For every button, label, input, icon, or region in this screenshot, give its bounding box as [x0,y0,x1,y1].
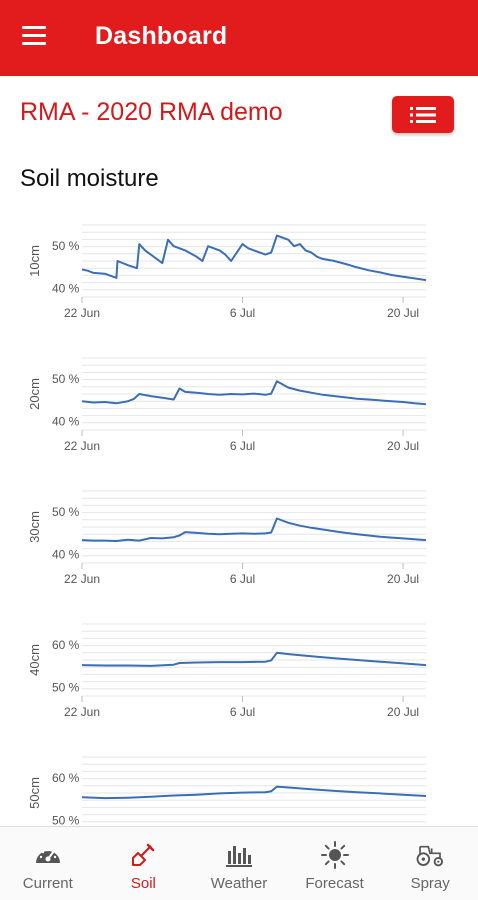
menu-icon[interactable] [22,26,48,48]
tractor-icon [416,845,444,867]
nav-label-weather: Weather [210,875,268,892]
y-tick-label: 50 % [52,505,80,519]
y-tick-label: 50 % [52,239,80,253]
soil-chart-50cm: 60 % 50 % 50cm [27,756,427,826]
site-list-button[interactable] [392,96,454,133]
y-tick-label: 60 % [52,771,80,785]
gauge-icon [35,848,60,863]
soil-moisture-line [81,651,427,667]
nav-forecast[interactable]: Forecast [287,827,383,900]
y-axis-label: 40cm [27,644,42,676]
x-tick-label: 20 Jul [387,439,419,453]
shovel-icon [132,843,155,866]
x-tick-label: 6 Jul [230,439,255,453]
nav-label-current: Current [22,875,73,892]
x-tick-label: 6 Jul [230,705,255,719]
x-tick-label: 22 Jun [64,705,100,719]
x-tick-label: 20 Jul [387,572,419,586]
nav-label-soil: Soil [130,875,156,892]
soil-moisture-line [81,234,427,282]
soil-chart-40cm: 60 % 50 % 40cm 22 Jun 6 Jul 20 Jul [27,623,427,719]
soil-chart-10cm: 50 % 40 % 10cm 22 Jun 6 Jul 20 Jul [27,224,427,320]
bar-chart-icon [225,846,252,867]
soil-moisture-line [81,517,427,542]
soil-chart-30cm: 50 % 40 % 30cm 22 Jun 6 Jul 20 Jul [27,490,427,586]
nav-soil[interactable]: Soil [96,827,192,900]
section-title: Soil moisture [20,165,159,192]
y-axis-label: 10cm [27,245,42,277]
nav-spray[interactable]: Spray [382,827,478,900]
x-tick-label: 22 Jun [64,306,100,320]
soil-moisture-line [81,380,427,406]
x-tick-label: 22 Jun [64,572,100,586]
app-bar: Dashboard [0,0,478,76]
y-axis-label: 50cm [27,777,42,809]
nav-label-forecast: Forecast [305,875,364,892]
site-title: RMA - 2020 RMA demo [20,98,283,126]
nav-current[interactable]: Current [0,827,96,900]
nav-label-spray: Spray [410,875,450,892]
y-axis-label: 20cm [27,378,42,410]
x-tick-label: 6 Jul [230,306,255,320]
soil-moisture-line [81,785,427,800]
x-tick-label: 20 Jul [387,705,419,719]
y-axis-label: 30cm [27,511,42,543]
x-tick-label: 6 Jul [230,572,255,586]
y-tick-label: 40 % [52,548,80,562]
soil-moisture-charts: 50 % 40 % 10cm 22 Jun 6 Jul 20 Jul 50 % 40 % 20c… [0,200,478,826]
bottom-nav: Current Soil Weather [0,826,478,900]
y-tick-label: 60 % [52,638,80,652]
y-tick-label: 40 % [52,415,80,429]
y-tick-label: 50 % [52,372,80,386]
x-tick-label: 20 Jul [387,306,419,320]
x-tick-label: 22 Jun [64,439,100,453]
app-title: Dashboard [95,22,228,50]
soil-chart-20cm: 50 % 40 % 20cm 22 Jun 6 Jul 20 Jul [27,357,427,453]
y-tick-label: 40 % [52,282,80,296]
sun-icon [320,841,349,869]
y-tick-label: 50 % [52,681,80,695]
list-icon [410,106,436,123]
nav-weather[interactable]: Weather [191,827,287,900]
y-tick-label: 50 % [52,814,80,826]
